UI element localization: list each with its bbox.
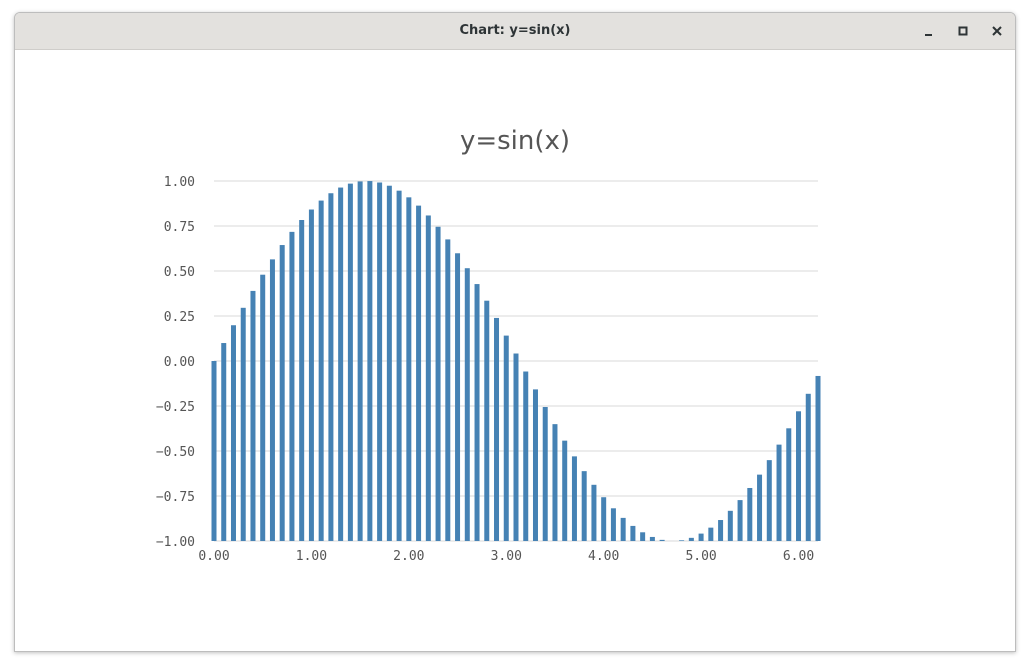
bar	[610, 508, 616, 541]
bar	[367, 181, 373, 541]
bar	[640, 532, 646, 541]
bar	[630, 525, 636, 541]
y-tick-label: 0.75	[164, 220, 195, 235]
bar	[435, 226, 441, 542]
bar	[698, 533, 704, 541]
bar	[211, 361, 217, 541]
close-icon	[992, 26, 1002, 36]
bars	[211, 181, 821, 542]
bar	[513, 353, 519, 541]
bar	[377, 182, 383, 541]
x-tick-label: 1.00	[296, 549, 327, 564]
y-tick-label: −1.00	[156, 535, 195, 550]
chart-window: Chart: y=sin(x) y=sin(x) 1.00 0.75 0.50 0.2…	[14, 12, 1016, 652]
bar	[571, 456, 577, 541]
bar	[240, 307, 246, 541]
bar	[718, 520, 724, 541]
bar	[347, 183, 353, 542]
bar	[406, 197, 412, 542]
bar	[815, 375, 821, 541]
bar	[474, 284, 480, 541]
bar	[601, 497, 607, 541]
title-bar[interactable]: Chart: y=sin(x)	[15, 13, 1015, 50]
bar	[581, 471, 587, 541]
x-tick-label: 6.00	[783, 549, 814, 564]
bar	[221, 343, 227, 541]
y-tick-label: −0.25	[156, 400, 195, 415]
bar	[269, 259, 275, 541]
bar	[805, 393, 811, 541]
y-tick-label: 1.00	[164, 175, 195, 190]
y-tick-label: 0.50	[164, 265, 195, 280]
bar	[494, 317, 500, 541]
bar	[425, 215, 431, 541]
bar	[542, 406, 548, 541]
bar	[708, 527, 714, 541]
bar	[455, 253, 461, 541]
bar	[796, 411, 802, 541]
bar	[766, 460, 772, 541]
bar	[786, 428, 792, 541]
chart-area: y=sin(x) 1.00 0.75 0.50 0.25 0.00 −0.25 −0.50 −…	[15, 50, 1015, 651]
bar	[679, 540, 685, 541]
sine-bar-chart: y=sin(x) 1.00 0.75 0.50 0.25 0.00 −0.25 −0.50 −…	[156, 126, 821, 564]
minimize-button[interactable]	[917, 19, 941, 43]
bar	[230, 325, 236, 541]
x-tick-label: 5.00	[685, 549, 716, 564]
bar	[649, 536, 655, 541]
x-tick-label: 4.00	[588, 549, 619, 564]
y-tick-label: −0.75	[156, 490, 195, 505]
bar	[737, 500, 743, 541]
bar	[357, 181, 363, 541]
bar	[338, 187, 344, 541]
bar	[250, 290, 256, 541]
bar	[289, 231, 295, 542]
bar	[659, 539, 665, 541]
x-tick-label: 3.00	[491, 549, 522, 564]
bar	[620, 517, 626, 541]
bar	[727, 510, 733, 541]
bar	[562, 440, 568, 541]
bar	[464, 268, 470, 541]
bar	[523, 371, 529, 541]
maximize-button[interactable]	[951, 19, 975, 43]
x-tick-label: 0.00	[198, 549, 229, 564]
x-axis-ticks: 0.00 1.00 2.00 3.00 4.00 5.00 6.00	[198, 549, 814, 564]
bar	[328, 193, 334, 542]
bar	[591, 484, 597, 541]
bar	[308, 209, 314, 541]
bar	[416, 205, 422, 541]
bar	[318, 200, 324, 542]
maximize-icon	[958, 26, 968, 36]
bar	[552, 424, 558, 541]
bar	[445, 239, 451, 541]
bar	[484, 300, 490, 541]
bar	[503, 335, 509, 541]
bar	[776, 444, 782, 541]
bar	[396, 190, 402, 541]
bar	[386, 185, 392, 541]
chart-title: y=sin(x)	[460, 126, 570, 156]
y-tick-label: 0.00	[164, 355, 195, 370]
y-tick-label: 0.25	[164, 310, 195, 325]
bar	[299, 220, 305, 542]
bar	[688, 537, 694, 541]
close-button[interactable]	[985, 19, 1009, 43]
bar	[747, 487, 753, 541]
bar	[757, 474, 763, 541]
bar	[260, 274, 266, 541]
x-tick-label: 2.00	[393, 549, 424, 564]
minimize-icon	[925, 34, 932, 36]
y-tick-label: −0.50	[156, 445, 195, 460]
bar	[532, 389, 538, 541]
bar	[279, 245, 285, 541]
window-title: Chart: y=sin(x)	[459, 23, 571, 38]
y-axis-ticks: 1.00 0.75 0.50 0.25 0.00 −0.25 −0.50 −0.75 −1.00	[156, 175, 195, 550]
